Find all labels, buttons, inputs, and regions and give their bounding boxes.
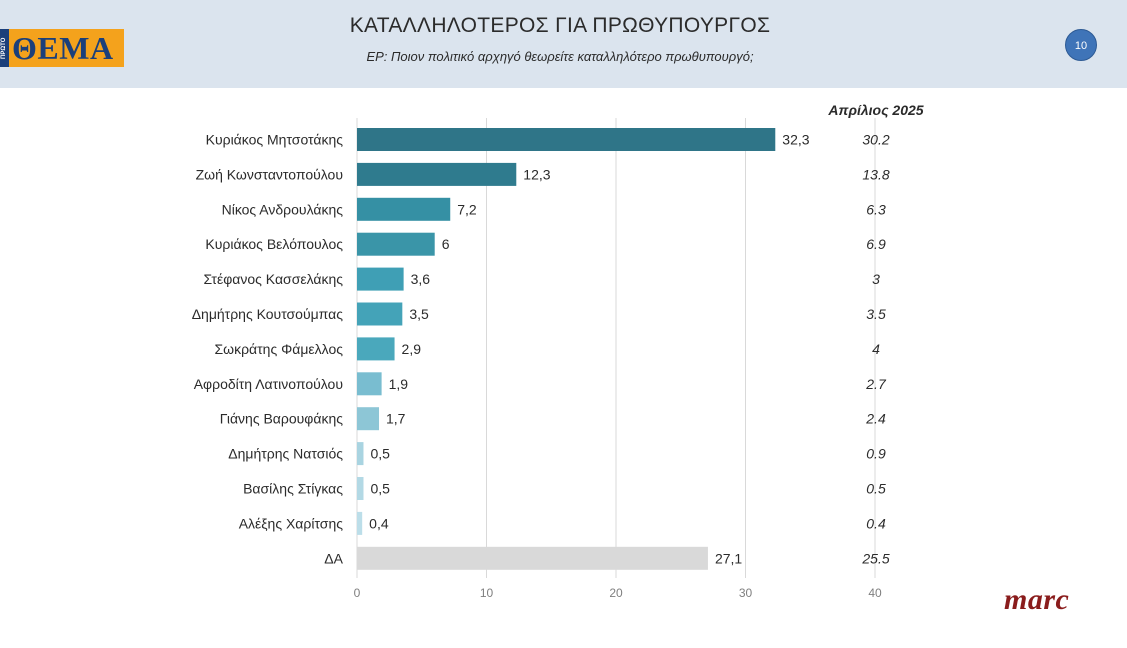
page-number-badge: 10 bbox=[1065, 29, 1097, 61]
bar bbox=[357, 267, 404, 291]
logo-text: ΘΕΜΑ bbox=[12, 30, 114, 66]
page-title: ΚΑΤΑΛΛΗΛΟΤΕΡΟΣ ΓΙΑ ΠΡΩΘΥΠΟΥΡΓΟΣ bbox=[349, 14, 771, 37]
comparison-value: 0.5 bbox=[866, 481, 886, 497]
x-tick-label: 10 bbox=[480, 586, 494, 600]
bar bbox=[357, 197, 451, 221]
data-label: 7,2 bbox=[457, 201, 477, 217]
bar bbox=[357, 442, 364, 466]
comparison-value: 6.3 bbox=[866, 201, 886, 217]
category-label: ΔΑ bbox=[324, 550, 343, 566]
data-label: 32,3 bbox=[782, 132, 809, 148]
bar bbox=[357, 302, 403, 326]
category-label: Κυριάκος Μητσοτάκης bbox=[206, 132, 344, 148]
data-label: 1,7 bbox=[386, 411, 406, 427]
comparison-value: 3.5 bbox=[866, 306, 886, 322]
comparison-header: Απρίλιος 2025 bbox=[827, 102, 923, 118]
category-label: Βασίλης Στίγκας bbox=[243, 481, 343, 497]
data-label: 0,4 bbox=[369, 515, 389, 531]
survey-question: ΕΡ: Ποιον πολιτικό αρχηγό θεωρείτε καταλ… bbox=[366, 49, 754, 64]
x-tick-label: 20 bbox=[609, 586, 623, 600]
bar bbox=[357, 546, 708, 570]
data-label: 12,3 bbox=[523, 166, 550, 182]
header-banner: ΠΡΩΤΟ ΘΕΜΑ ΚΑΤΑΛΛΗΛΟΤΕΡΟΣ ΓΙΑ ΠΡΩΘΥΠΟΥΡΓ… bbox=[0, 0, 1127, 88]
comparison-value: 25.5 bbox=[861, 550, 889, 566]
comparison-value: 2.4 bbox=[865, 411, 886, 427]
x-tick-label: 30 bbox=[739, 586, 753, 600]
bar bbox=[357, 372, 382, 396]
category-label: Αφροδίτη Λατινοπούλου bbox=[194, 376, 343, 392]
comparison-value: 13.8 bbox=[862, 166, 889, 182]
comparison-value: 0.4 bbox=[866, 515, 886, 531]
proto-thema-logo: ΠΡΩΤΟ ΘΕΜΑ bbox=[0, 29, 124, 67]
category-label: Ζωή Κωνσταντοπούλου bbox=[196, 166, 343, 182]
data-label: 2,9 bbox=[402, 341, 422, 357]
category-label: Στέφανος Κασσελάκης bbox=[203, 271, 343, 287]
bar bbox=[357, 407, 380, 431]
x-tick-label: 40 bbox=[868, 586, 882, 600]
comparison-value: 30.2 bbox=[862, 132, 889, 148]
category-label: Αλέξης Χαρίτσης bbox=[239, 515, 344, 531]
data-label: 3,5 bbox=[409, 306, 429, 322]
marc-logo: marc bbox=[1004, 583, 1070, 616]
category-label: Κυριάκος Βελόπουλος bbox=[205, 236, 343, 252]
bar bbox=[357, 128, 776, 151]
x-tick-label: 0 bbox=[354, 586, 361, 600]
data-label: 0,5 bbox=[370, 481, 390, 497]
category-label: Δημήτρης Κουτσούμπας bbox=[192, 306, 344, 322]
comparison-value: 0.9 bbox=[866, 446, 886, 462]
comparison-value: 3 bbox=[872, 271, 880, 287]
bar bbox=[357, 337, 395, 361]
comparison-value: 4 bbox=[872, 341, 880, 357]
comparison-value: 6.9 bbox=[866, 236, 886, 252]
data-label: 0,5 bbox=[370, 446, 390, 462]
category-label: Γιάνης Βαρουφάκης bbox=[220, 411, 344, 427]
category-label: Σωκράτης Φάμελλος bbox=[215, 341, 344, 357]
bar bbox=[357, 162, 517, 186]
bar bbox=[357, 477, 364, 500]
data-label: 3,6 bbox=[411, 271, 431, 287]
data-label: 27,1 bbox=[715, 550, 742, 566]
data-label: 1,9 bbox=[389, 376, 409, 392]
data-label: 6 bbox=[442, 236, 450, 252]
bar bbox=[357, 511, 363, 535]
category-label: Δημήτρης Νατσιός bbox=[228, 446, 343, 462]
comparison-value: 2.7 bbox=[865, 376, 887, 392]
bar bbox=[357, 232, 435, 256]
category-label: Νίκος Ανδρουλάκης bbox=[222, 201, 344, 217]
